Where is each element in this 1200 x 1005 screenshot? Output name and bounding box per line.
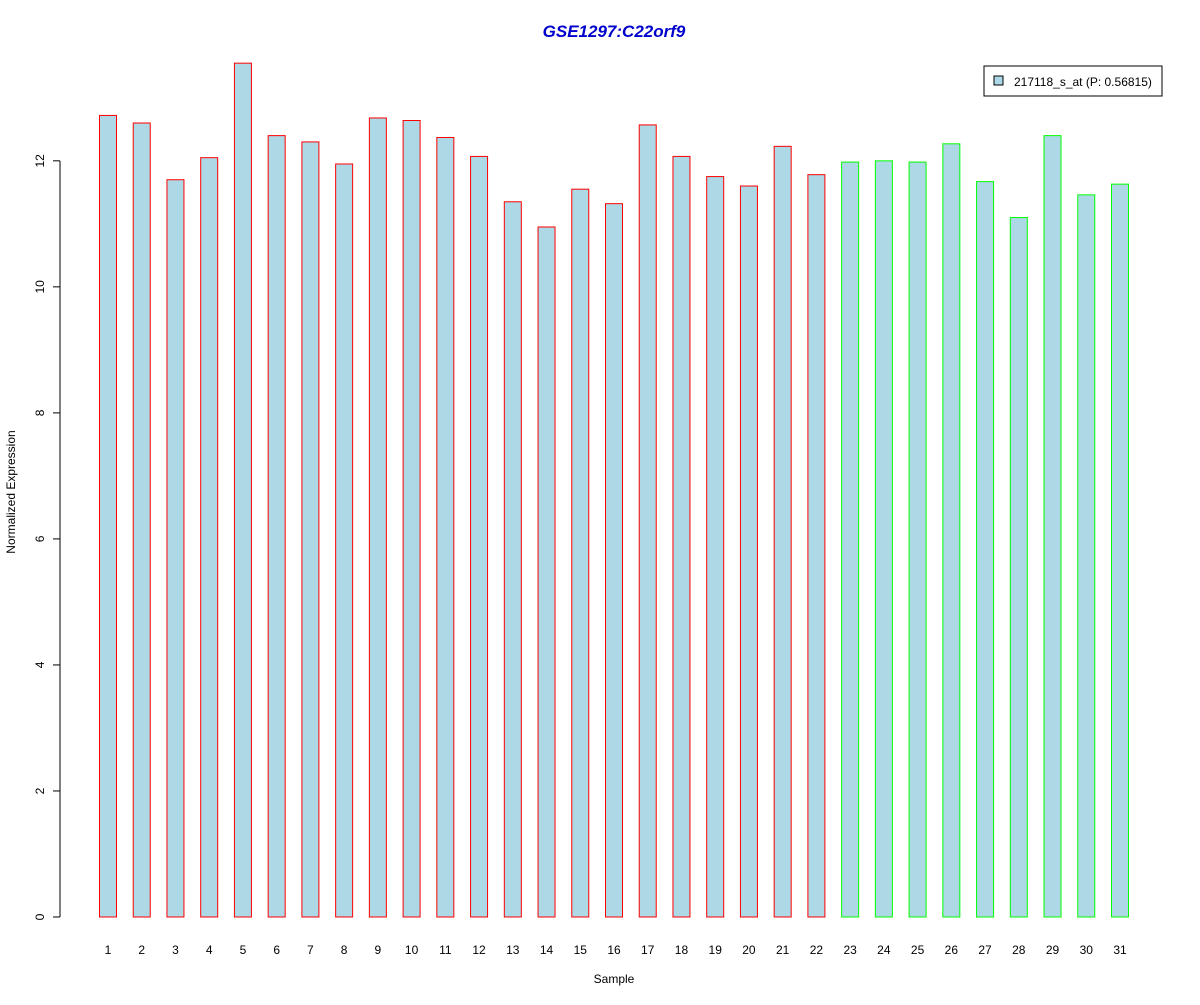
y-tick-label: 6	[33, 535, 47, 542]
bar-sample-2	[132, 122, 151, 918]
bar-sample-25	[908, 161, 927, 918]
bar-sample-24	[874, 160, 893, 918]
x-tick-label: 25	[911, 943, 925, 957]
bar-sample-31	[1111, 183, 1129, 918]
bar-sample-15	[571, 188, 590, 918]
x-tick-label: 11	[439, 943, 452, 957]
x-tick-label: 15	[574, 943, 588, 957]
x-tick-label: 22	[810, 943, 824, 957]
bar-sample-14	[537, 226, 556, 918]
x-tick-label: 1	[105, 943, 112, 957]
x-tick-label: 26	[945, 943, 959, 957]
x-tick-label: 9	[375, 943, 382, 957]
x-tick-label: 10	[405, 943, 419, 957]
bar-sample-6	[267, 135, 286, 918]
x-tick-label: 19	[709, 943, 723, 957]
bar-sample-23	[841, 161, 860, 918]
bars-group	[99, 62, 1129, 918]
x-axis-label: Sample	[594, 972, 635, 986]
x-tick-label: 6	[273, 943, 280, 957]
x-tick-label: 29	[1046, 943, 1060, 957]
bar-sample-27	[976, 181, 995, 918]
bar-sample-20	[739, 185, 758, 918]
bar-sample-5	[233, 62, 252, 918]
bar-sample-13	[503, 201, 522, 918]
bar-sample-29	[1043, 135, 1062, 918]
y-tick-label: 10	[33, 280, 47, 294]
bar-sample-8	[335, 163, 354, 918]
x-tick-label: 16	[607, 943, 621, 957]
bar-sample-1	[99, 114, 117, 918]
bar-sample-21	[773, 145, 792, 918]
bar-sample-12	[470, 155, 489, 918]
x-tick-label: 7	[307, 943, 314, 957]
x-tick-label: 8	[341, 943, 348, 957]
x-tick-label: 12	[472, 943, 486, 957]
legend-swatch	[993, 75, 1004, 86]
x-tick-label: 23	[843, 943, 857, 957]
bar-sample-9	[368, 117, 387, 918]
x-tick-label: 27	[978, 943, 992, 957]
bar-sample-30	[1077, 194, 1096, 918]
x-tick-labels: 1 2 3 4 5 6 7 8 9 10 11 12 13 14 15 16 17 18 19 20 21 22 23 24 2…	[105, 943, 1127, 957]
y-tick-label: 2	[33, 787, 47, 794]
x-tick-label: 17	[641, 943, 655, 957]
x-tick-label: 13	[506, 943, 520, 957]
bar-sample-19	[706, 176, 725, 918]
x-tick-label: 3	[172, 943, 179, 957]
bar-sample-22	[807, 174, 826, 918]
x-tick-label: 14	[540, 943, 554, 957]
bar-sample-10	[402, 119, 421, 918]
x-tick-label: 20	[742, 943, 756, 957]
legend-label: 217118_s_at (P: 0.56815)	[1014, 75, 1152, 89]
y-tick-label: 0	[33, 913, 47, 920]
bar-sample-18	[672, 155, 691, 918]
y-axis-label: Normalized Expression	[4, 430, 18, 553]
bar-sample-28	[1009, 217, 1028, 918]
legend: 217118_s_at (P: 0.56815)	[983, 65, 1163, 97]
bar-sample-7	[301, 141, 320, 918]
x-tick-label: 21	[776, 943, 790, 957]
x-tick-label: 30	[1080, 943, 1094, 957]
y-tick-label: 8	[33, 409, 47, 416]
bar-sample-11	[436, 137, 455, 918]
x-tick-label: 24	[877, 943, 891, 957]
bar-sample-4	[200, 157, 219, 918]
x-tick-label: 5	[240, 943, 247, 957]
x-tick-label: 2	[138, 943, 145, 957]
bar-sample-17	[638, 124, 657, 918]
chart-title: GSE1297:C22orf9	[543, 22, 686, 41]
x-tick-label: 18	[675, 943, 689, 957]
x-tick-label: 4	[206, 943, 213, 957]
bar-sample-16	[605, 203, 623, 918]
y-tick-label: 4	[33, 661, 47, 668]
bar-sample-3	[166, 179, 185, 918]
y-axis: 0 2 4 6 8 10 12	[33, 154, 61, 920]
bar-sample-26	[942, 143, 961, 918]
x-tick-label: 28	[1012, 943, 1026, 957]
x-tick-label: 31	[1113, 943, 1127, 957]
y-tick-label: 12	[33, 154, 47, 168]
legend-box	[983, 65, 1163, 97]
